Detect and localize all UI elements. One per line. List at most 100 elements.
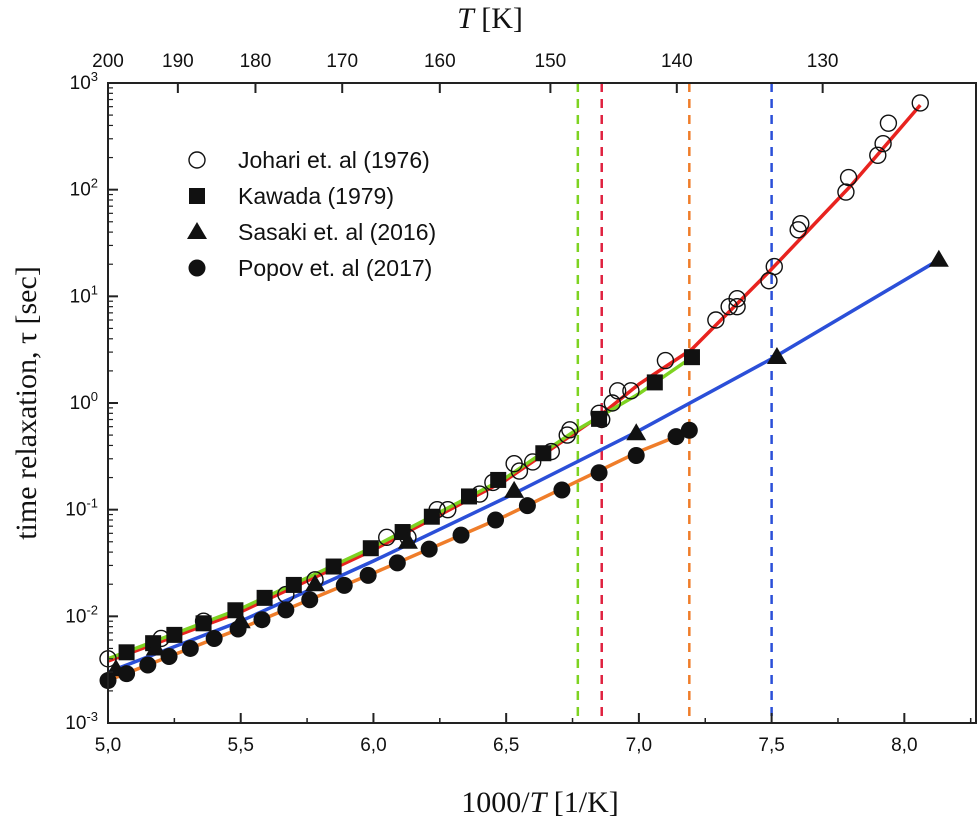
data-point-open-circle — [561, 421, 579, 439]
data-point-triangle — [145, 638, 166, 656]
data-point-square — [189, 188, 205, 204]
data-point-open-circle — [728, 290, 746, 308]
top-tick-label: 170 — [326, 51, 358, 72]
data-point-square — [362, 540, 379, 557]
data-point-triangle — [766, 346, 787, 364]
data-point-square — [591, 410, 608, 427]
data-point-open-circle — [765, 257, 783, 276]
dashed-lines — [576, 83, 773, 723]
data-point-triangle — [397, 531, 418, 549]
data-point-triangle — [626, 423, 647, 441]
top-tick-label: 140 — [661, 51, 693, 72]
data-point-square — [535, 445, 552, 462]
data-point-open-circle — [728, 297, 746, 316]
data-point-square — [195, 615, 212, 632]
data-point-square — [423, 508, 440, 525]
data-point-open-circle — [837, 183, 855, 201]
data-point-open-circle — [510, 462, 529, 480]
data-point-circle — [590, 464, 608, 482]
x-tick-label: 6,5 — [493, 735, 519, 756]
top-axis-label: T [K] — [457, 2, 523, 35]
y-tick-label: 102 — [70, 176, 98, 201]
data-point-square — [285, 576, 302, 593]
data-point-circle — [627, 446, 645, 464]
data-point-circle — [188, 259, 206, 277]
top-tick-label: 200 — [92, 51, 124, 72]
x-axis-label: 1000/T [1/K] — [461, 786, 619, 819]
x-tick-label: 5,0 — [95, 735, 121, 756]
data-point-circle — [680, 421, 698, 439]
axes: 5,0 5,5 6,0 6,5 7,0 7,5 8,0 200 190 180 170 160 150 1… — [65, 51, 977, 756]
y-tick-label: 101 — [70, 282, 98, 307]
x-tick-label: 8,0 — [891, 735, 917, 756]
data-point-circle — [452, 526, 470, 544]
data-point-circle — [139, 656, 157, 674]
x-tick-label: 5,5 — [228, 735, 254, 756]
data-point-circle — [518, 497, 536, 515]
y-tick-label: 10-3 — [65, 709, 98, 734]
data-point-square — [490, 471, 507, 488]
data-point-square — [256, 589, 273, 606]
y-tick-label: 103 — [70, 69, 98, 94]
legend-label: Johari et. al (1976) — [238, 147, 430, 173]
data-point-circle — [553, 481, 571, 499]
data-point-triangle — [504, 480, 525, 498]
data-point-circle — [420, 540, 438, 558]
fit-lines — [107, 104, 940, 683]
data-point-open-circle — [622, 382, 640, 400]
data-point-open-circle — [911, 94, 929, 112]
data-point-circle — [301, 591, 319, 609]
data-point-triangle — [305, 574, 326, 592]
data-point-circle — [160, 648, 178, 666]
data-point-open-circle — [656, 351, 675, 370]
fit-line — [107, 104, 922, 663]
data-point-circle — [487, 511, 505, 529]
data-point-open-circle — [874, 134, 892, 153]
data-point-open-circle — [879, 114, 898, 132]
data-point-circle — [181, 639, 199, 657]
legend-label: Kawada (1979) — [238, 183, 394, 209]
top-tick-label: 130 — [807, 51, 839, 72]
data-point-open-circle — [524, 453, 542, 471]
data-point-triangle — [187, 222, 207, 239]
data-point-square — [118, 644, 135, 661]
x-tick-label: 7,0 — [626, 735, 652, 756]
x-tick-label: 6,0 — [360, 735, 386, 756]
y-axis-label: time relaxation, τ [sec] — [10, 266, 43, 540]
data-point-circle — [118, 665, 136, 683]
top-tick-label: 180 — [240, 51, 272, 72]
data-point-square — [166, 626, 183, 643]
data-point-open-circle — [792, 214, 810, 233]
data-point-circle — [277, 601, 295, 619]
y-tick-label: 10-2 — [65, 602, 98, 627]
top-tick-label: 150 — [535, 51, 567, 72]
top-tick-label: 160 — [424, 51, 456, 72]
data-point-square — [461, 488, 478, 505]
data-point-circle — [205, 629, 223, 647]
data-point-open-circle — [707, 311, 725, 329]
data-point-open-circle — [608, 382, 627, 400]
data-point-triangle — [928, 249, 949, 267]
data-point-circle — [253, 611, 271, 629]
data-points — [99, 94, 949, 690]
y-tick-label: 10-1 — [65, 496, 98, 521]
data-point-square — [325, 558, 342, 575]
data-point-circle — [667, 428, 685, 446]
data-point-circle — [335, 576, 353, 594]
data-point-circle — [229, 620, 247, 638]
legend-label: Popov et. al (2017) — [238, 255, 432, 281]
data-point-open-circle — [603, 394, 622, 412]
x-tick-label: 7,5 — [758, 735, 784, 756]
legend-label: Sasaki et. al (2016) — [238, 219, 436, 245]
legend: Johari et. al (1976) Kawada (1979) Sasaki … — [187, 147, 436, 281]
y-tick-label: 100 — [70, 389, 98, 414]
data-point-square — [646, 374, 663, 391]
data-point-square — [683, 349, 700, 366]
data-point-open-circle — [869, 146, 887, 164]
data-point-open-circle — [188, 151, 206, 169]
data-point-circle — [359, 566, 377, 584]
top-tick-label: 190 — [162, 51, 194, 72]
data-point-circle — [388, 554, 406, 572]
data-point-open-circle — [839, 168, 858, 187]
